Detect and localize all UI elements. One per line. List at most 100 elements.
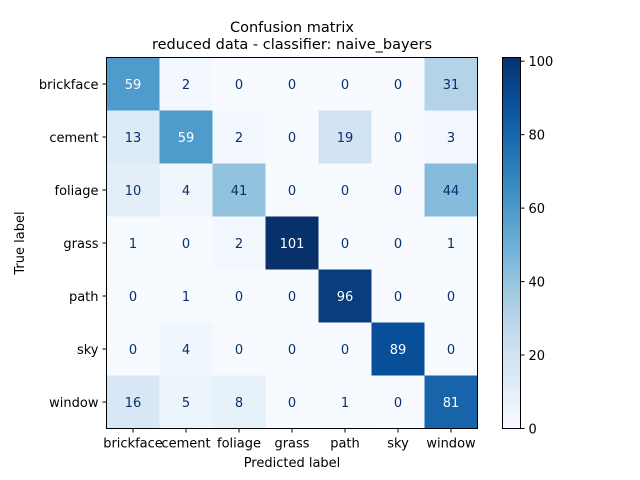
matrix-cell: [106, 110, 160, 164]
matrix-cell: [106, 322, 160, 376]
cell-value-label: 10: [125, 184, 142, 199]
cell-value-label: 5: [182, 396, 190, 411]
matrix-cell: [159, 216, 213, 270]
cell-value-label: 0: [129, 290, 137, 305]
cell-value-label: 3: [447, 131, 455, 146]
cell-value-label: 2: [235, 131, 243, 146]
matrix-cell: [212, 110, 266, 164]
matrix-cell: [265, 110, 319, 164]
x-tick-label: path: [330, 437, 360, 452]
cell-value-label: 0: [447, 343, 455, 358]
chart-title: Confusion matrix: [230, 20, 354, 36]
matrix-cell: [265, 322, 319, 376]
cell-value-label: 1: [129, 237, 137, 252]
cell-value-label: 0: [288, 343, 296, 358]
cell-value-label: 0: [394, 184, 402, 199]
cell-value-label: 0: [288, 131, 296, 146]
matrix-cell: [212, 269, 266, 323]
cell-value-label: 0: [394, 131, 402, 146]
cell-value-label: 89: [390, 343, 407, 358]
cell-value-label: 0: [394, 237, 402, 252]
matrix-cell: [318, 375, 372, 429]
cell-value-label: 31: [443, 78, 460, 93]
matrix-cell: [371, 57, 425, 111]
matrix-cell: [106, 269, 160, 323]
cell-value-label: 0: [182, 237, 190, 252]
cell-value-label: 81: [443, 396, 460, 411]
matrix-cell: [318, 322, 372, 376]
y-axis-label: True label: [13, 211, 28, 275]
cell-value-label: 19: [337, 131, 354, 146]
x-tick-label: cement: [161, 437, 210, 452]
colorbar-tick-label: 0: [529, 423, 537, 438]
cell-value-label: 101: [280, 237, 305, 252]
cell-value-label: 0: [447, 290, 455, 305]
cell-value-label: 0: [288, 290, 296, 305]
cell-value-label: 0: [288, 78, 296, 93]
matrix-cell: [212, 216, 266, 270]
matrix-cell: [371, 269, 425, 323]
matrix-cell: [424, 110, 478, 164]
cell-value-label: 0: [288, 396, 296, 411]
cell-value-label: 44: [443, 184, 460, 199]
cell-value-label: 1: [341, 396, 349, 411]
matrix-cell: [424, 269, 478, 323]
y-tick-label: window: [49, 396, 99, 411]
matrix-cell: [318, 57, 372, 111]
matrix-cell: [106, 375, 160, 429]
x-tick-label: grass: [274, 437, 309, 452]
cell-value-label: 0: [129, 343, 137, 358]
cell-value-label: 1: [182, 290, 190, 305]
cell-value-label: 0: [341, 78, 349, 93]
y-tick-label: cement: [49, 131, 98, 146]
colorbar-tick-label: 100: [529, 55, 554, 70]
y-axis-ticks: brickface cement foliage grass path sky window: [39, 78, 107, 411]
cell-value-label: 0: [235, 78, 243, 93]
matrix-cell: [371, 110, 425, 164]
matrix-cell: [159, 322, 213, 376]
matrix-cell: [265, 269, 319, 323]
colorbar: [502, 57, 521, 429]
colorbar-ticks: 0 20 40 60 80 100: [520, 55, 554, 438]
matrix-cell: [318, 269, 372, 323]
cell-value-label: 0: [341, 184, 349, 199]
matrix-cell: [212, 322, 266, 376]
matrix-cell: [212, 163, 266, 217]
matrix-cell: [424, 322, 478, 376]
x-tick-label: window: [426, 437, 476, 452]
matrix-cell: [212, 57, 266, 111]
colorbar-tick-label: 60: [529, 202, 546, 217]
matrix-cell: [424, 57, 478, 111]
matrix-cell: [371, 322, 425, 376]
y-tick-label: path: [69, 290, 99, 305]
cell-value-label: 0: [235, 343, 243, 358]
colorbar-tick-label: 80: [529, 129, 546, 144]
x-tick-label: foliage: [217, 437, 261, 452]
cell-value-label: 0: [288, 184, 296, 199]
cell-value-label: 0: [341, 237, 349, 252]
matrix-cell: [318, 163, 372, 217]
matrix-cell: [159, 163, 213, 217]
cell-value-label: 4: [182, 343, 190, 358]
x-tick-label: sky: [387, 437, 409, 452]
x-tick-label: brickface: [103, 437, 163, 452]
y-tick-label: foliage: [55, 184, 99, 199]
cell-value-label: 96: [337, 290, 354, 305]
matrix-cell: [159, 57, 213, 111]
cell-value-label: 41: [231, 184, 248, 199]
chart-subtitle: reduced data - classifier: naive_bayers: [152, 37, 432, 53]
colorbar-tick-label: 20: [529, 349, 546, 364]
cell-value-label: 4: [182, 184, 190, 199]
cell-value-label: 0: [394, 290, 402, 305]
cell-value-label: 2: [235, 237, 243, 252]
cell-value-label: 16: [125, 396, 142, 411]
cell-value-label: 59: [178, 131, 195, 146]
matrix-cell: [159, 375, 213, 429]
cell-value-label: 8: [235, 396, 243, 411]
matrix-cell: [106, 57, 160, 111]
y-tick-label: brickface: [39, 78, 99, 93]
matrix-cell: [212, 375, 266, 429]
matrix-cell: [106, 216, 160, 270]
cell-value-label: 0: [341, 343, 349, 358]
